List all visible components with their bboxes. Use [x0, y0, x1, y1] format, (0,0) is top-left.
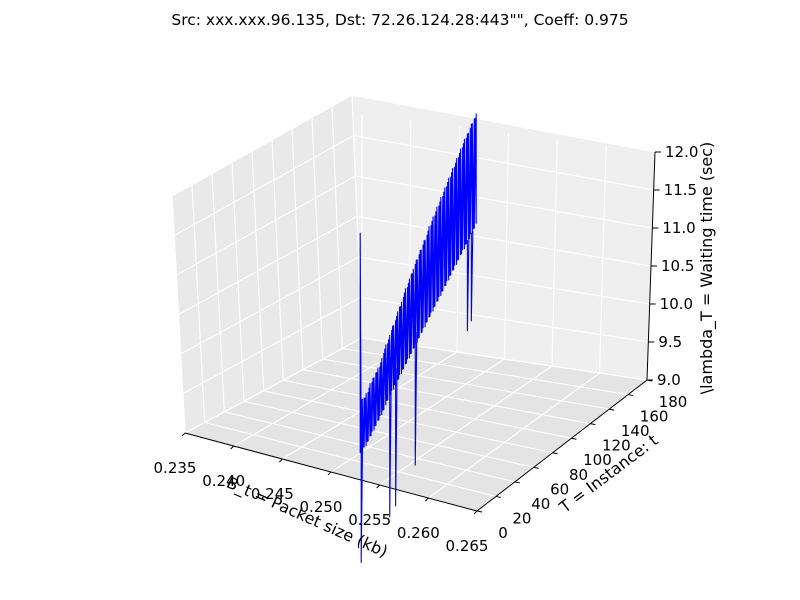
- y-tick-label: 20: [512, 509, 531, 527]
- y-gridline: [204, 421, 497, 497]
- chart-title: Src: xxx.xxx.96.135, Dst: 72.26.124.28:4…: [171, 11, 628, 29]
- x-gridline: [428, 372, 600, 499]
- x-tick-label: 0.240: [202, 472, 245, 490]
- series-dip: [395, 368, 398, 507]
- x-tick-label: 0.260: [397, 524, 440, 542]
- x-tick-mark: [376, 484, 381, 489]
- z-tick-label: 10.5: [661, 257, 694, 275]
- z-tick-label: 11.0: [662, 219, 695, 237]
- y-gridline: [224, 411, 515, 483]
- z-side-gridline: [182, 297, 361, 394]
- z-side-gridline: [173, 135, 354, 236]
- z-side-gridline: [171, 94, 353, 197]
- x-tick-mark: [327, 471, 332, 476]
- x-tick-label: 0.255: [348, 511, 391, 529]
- series-dip: [470, 230, 474, 322]
- y-tick-mark: [628, 394, 634, 397]
- y-tick-mark: [609, 408, 615, 411]
- x-tick-label: 0.245: [251, 485, 294, 503]
- y-tick-mark: [476, 510, 483, 513]
- z-tick-label: 10.0: [660, 295, 693, 313]
- series-dip: [414, 332, 418, 466]
- series-dip: [360, 430, 364, 563]
- y-tick-mark: [552, 452, 558, 455]
- x-tick-mark: [424, 497, 429, 502]
- y-gridline: [263, 390, 553, 454]
- x-tick-label: 0.235: [154, 459, 197, 477]
- z-axis-ticks: 9.0 9.5 10.0 10.5 11.0 11.5 12.0: [647, 143, 698, 389]
- x-axis-ticks: 0.235 0.240 0.245 0.250 0.255 0.260 0.265: [154, 432, 489, 555]
- y-gridline: [243, 400, 534, 468]
- z-tick-label: 12.0: [665, 143, 698, 161]
- z-tick-label: 9.5: [658, 333, 682, 351]
- z-gridline: [358, 256, 650, 305]
- x-tick-mark: [230, 445, 235, 450]
- y-tick-mark: [590, 423, 596, 426]
- x-tick-label: 0.250: [300, 498, 343, 516]
- z-gridline: [353, 134, 654, 191]
- z-side-gridline: [176, 175, 356, 276]
- z-gridline: [351, 94, 656, 153]
- x-gridline: [379, 365, 553, 486]
- z-gridline: [355, 175, 653, 229]
- data-series: [359, 113, 477, 563]
- x-tick-mark: [278, 458, 283, 463]
- y-gridline: [302, 369, 591, 425]
- y-tick-mark: [514, 481, 520, 484]
- y-tick-label: 120: [602, 437, 631, 455]
- y-tick-label: 100: [583, 451, 612, 469]
- z-axis-label: \lambda_T = Waiting time (sec): [697, 142, 717, 395]
- x-tick-mark: [473, 510, 478, 515]
- z-gridline: [356, 215, 652, 267]
- y-tick-label: 0: [498, 524, 508, 542]
- series-dip: [389, 378, 392, 518]
- series-line: [359, 113, 477, 454]
- y-tick-mark: [571, 437, 577, 440]
- y-tick-label: 80: [569, 466, 588, 484]
- y-tick-label: 140: [621, 422, 650, 440]
- y-tick-label: 160: [640, 408, 669, 426]
- series-dip: [466, 237, 470, 332]
- x-gridline: [233, 344, 410, 447]
- z-side-gridline: [184, 337, 363, 434]
- z-side-gridline: [180, 256, 359, 355]
- y-tick-label: 40: [531, 495, 550, 513]
- y-axis-line: [476, 379, 648, 512]
- y-tick-mark: [495, 495, 501, 498]
- z-side-gridline: [178, 216, 358, 315]
- x-back-gridline: [551, 139, 558, 367]
- x-tick-mark: [181, 432, 186, 437]
- y-gridline: [322, 358, 610, 410]
- x-back-gridline: [503, 133, 510, 360]
- y-gridline: [283, 379, 572, 439]
- x-tick-label: 0.265: [446, 537, 489, 555]
- y-tick-label: 60: [550, 480, 569, 498]
- z-tick-label: 9.0: [657, 371, 681, 389]
- z-tick-label: 11.5: [664, 181, 697, 199]
- y-tick-label: 180: [659, 393, 688, 411]
- y-tick-mark: [533, 466, 539, 469]
